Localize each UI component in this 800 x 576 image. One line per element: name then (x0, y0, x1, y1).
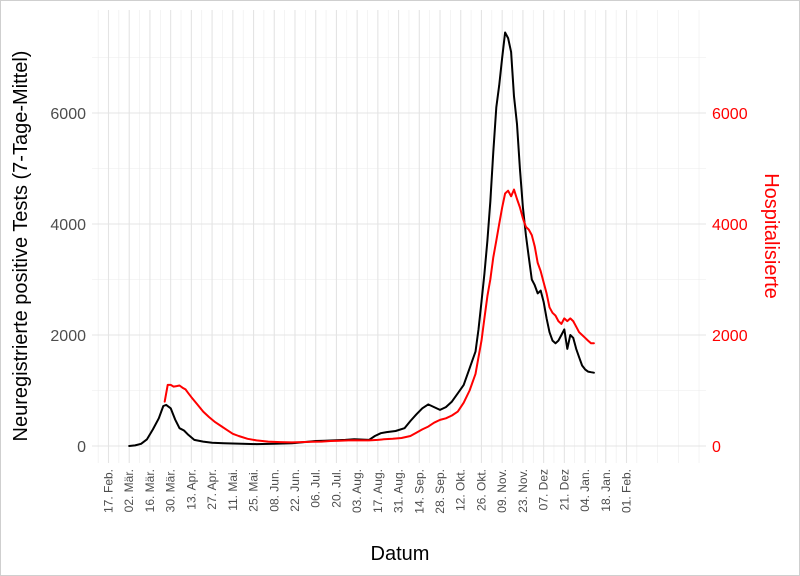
x-tick-label: 08. Jun. (267, 469, 281, 512)
x-tick-label: 13. Apr. (184, 469, 198, 510)
x-tick-label: 18. Jan. (599, 469, 613, 512)
right-axis-label: Hospitalisierte (760, 173, 782, 299)
x-tick-label: 26. Okt. (474, 469, 488, 511)
x-tick-label: 27. Apr. (205, 469, 219, 510)
x-tick-label: 03. Aug. (350, 469, 364, 513)
right-tick-label: 0 (712, 439, 721, 456)
x-tick-label: 23. Nov. (516, 469, 530, 513)
left-tick-label: 2000 (50, 328, 86, 345)
x-tick-label: 06. Jul. (309, 469, 323, 508)
x-tick-label: 20. Jul. (329, 469, 343, 508)
right-tick-label: 4000 (712, 217, 748, 234)
x-tick-label: 30. Mär. (164, 469, 178, 512)
x-tick-label: 25. Mai. (247, 469, 261, 512)
x-tick-label: 12. Okt. (454, 469, 468, 511)
right-axis-tick-labels: 0 2000 4000 6000 (712, 106, 748, 456)
x-tick-label: 01. Feb. (620, 469, 634, 513)
x-tick-label: 17. Feb. (102, 469, 116, 513)
series-line-positive-tests (128, 31, 595, 447)
x-tick-label: 17. Aug. (371, 469, 385, 513)
x-tick-label: 02. Mär. (122, 469, 136, 512)
series-line-hospitalized (163, 188, 595, 444)
x-axis-label: Datum (371, 543, 430, 565)
left-tick-label: 0 (77, 439, 86, 456)
x-tick-label: 07. Dez (537, 469, 551, 510)
x-tick-label: 09. Nov. (495, 469, 509, 513)
x-tick-label: 04. Jan. (578, 469, 592, 512)
x-tick-label: 21. Dez (557, 469, 571, 510)
left-tick-label: 6000 (50, 106, 86, 123)
left-axis-tick-labels: 0 2000 4000 6000 (50, 106, 86, 456)
x-tick-label: 28. Sep. (433, 469, 447, 514)
right-tick-label: 2000 (712, 328, 748, 345)
x-tick-label: 14. Sep. (412, 469, 426, 514)
x-axis-tick-labels: 17. Feb. 02. Mär. 16. Mär. 30. Mär. 13. Apr.… (102, 469, 634, 514)
right-tick-label: 6000 (712, 106, 748, 123)
x-tick-label: 22. Jun. (288, 469, 302, 512)
x-tick-label: 11. Mai. (226, 469, 240, 511)
left-tick-label: 4000 (50, 217, 86, 234)
left-axis-label: Neuregistrierte positive Tests (7-Tage-M… (10, 51, 32, 442)
x-tick-label: 16. Mär. (143, 469, 157, 512)
x-tick-label: 31. Aug. (392, 469, 406, 513)
series-lines (128, 31, 595, 447)
